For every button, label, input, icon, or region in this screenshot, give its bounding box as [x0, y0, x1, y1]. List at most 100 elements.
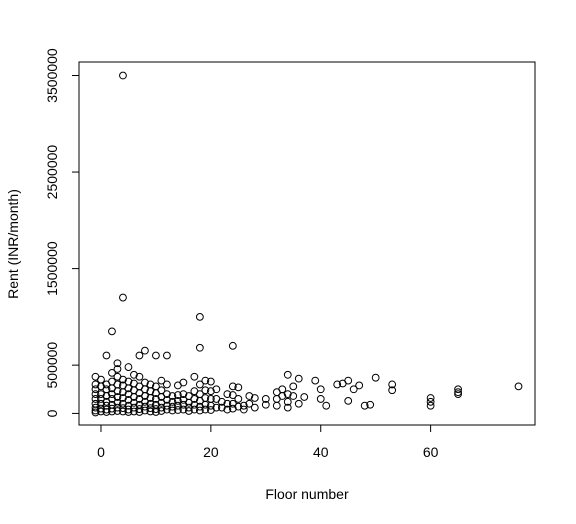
data-point: [426, 394, 435, 402]
data-point: [294, 374, 303, 383]
data-point: [119, 399, 127, 408]
x-tick-label: 0: [97, 444, 105, 460]
data-point: [146, 404, 155, 413]
data-point: [426, 401, 435, 410]
data-point: [300, 393, 309, 401]
data-point: [108, 395, 116, 403]
data-point: [168, 402, 177, 411]
data-point: [119, 394, 127, 402]
data-point: [124, 408, 133, 416]
data-point: [91, 403, 100, 412]
data-point: [152, 351, 160, 360]
data-point: [173, 396, 182, 405]
data-point: [223, 390, 232, 399]
data-point: [261, 400, 270, 409]
data-point: [113, 359, 122, 368]
data-point: [355, 381, 364, 390]
data-point: [311, 376, 320, 385]
data-point: [141, 397, 149, 406]
data-point: [119, 375, 127, 384]
data-point: [135, 351, 144, 360]
data-point: [119, 71, 127, 80]
data-point: [344, 376, 353, 385]
data-point: [426, 397, 435, 406]
data-point: [201, 386, 210, 395]
data-point: [239, 401, 248, 410]
data-point: [97, 375, 105, 384]
data-point: [190, 400, 199, 409]
data-point: [124, 405, 133, 414]
x-axis: 0 20 40 60: [97, 424, 439, 460]
data-point: [168, 397, 177, 406]
data-point: [250, 394, 259, 402]
data-point: [179, 405, 188, 414]
data-point: [228, 341, 237, 350]
data-point: [124, 384, 133, 393]
data-point: [157, 376, 166, 385]
data-point: [344, 396, 353, 405]
data-point: [184, 398, 193, 407]
data-point: [283, 403, 292, 412]
data-point: [113, 403, 122, 412]
data-point: [289, 382, 298, 391]
data-point: [212, 385, 221, 394]
data-point: [250, 403, 259, 412]
data-point: [157, 407, 166, 415]
data-point: [135, 372, 144, 381]
data-point: [152, 405, 160, 413]
data-point: [91, 390, 100, 399]
data-point: [261, 395, 270, 403]
data-point: [195, 312, 204, 321]
y-tick-label: 500000: [44, 342, 60, 389]
data-point: [239, 405, 248, 414]
x-tick-label: 20: [203, 444, 219, 460]
data-point: [163, 380, 171, 389]
data-point: [119, 293, 127, 302]
data-point: [179, 390, 188, 399]
data-point: [91, 408, 100, 417]
data-point: [195, 380, 204, 389]
data-point: [97, 390, 105, 399]
data-point: [514, 382, 523, 391]
data-point: [91, 380, 100, 389]
data-point: [108, 407, 116, 416]
data-point: [146, 399, 155, 408]
data-point: [272, 401, 281, 410]
data-point: [388, 386, 397, 395]
y-axis-label: Rent (INR/month): [5, 189, 21, 299]
data-point: [217, 397, 226, 406]
data-point: [102, 408, 111, 416]
data-point: [108, 327, 116, 336]
data-point: [212, 403, 221, 412]
data-point: [124, 363, 133, 371]
plot-frame: [78, 61, 536, 426]
data-point: [206, 377, 215, 386]
data-point: [141, 392, 149, 400]
data-point: [349, 385, 358, 394]
data-point: [119, 407, 127, 416]
data-point: [289, 392, 298, 400]
data-point: [283, 397, 292, 406]
data-point: [454, 390, 462, 399]
data-point: [179, 378, 188, 387]
data-point: [333, 380, 342, 389]
data-point: [234, 395, 243, 403]
data-point: [322, 401, 331, 410]
y-tick-label: 2500000: [44, 145, 60, 200]
data-point: [366, 400, 375, 409]
data-point: [163, 390, 171, 399]
x-tick-label: 40: [313, 444, 329, 460]
data-point: [173, 391, 182, 399]
data-point: [228, 382, 237, 391]
data-point: [91, 406, 100, 415]
data-point: [113, 393, 122, 401]
data-point: [195, 406, 204, 415]
data-point: [201, 405, 210, 414]
data-point: [102, 405, 111, 414]
data-point: [217, 403, 226, 412]
data-point: [201, 376, 210, 385]
data-point: [163, 395, 171, 404]
data-point: [388, 380, 397, 389]
x-axis-label: Floor number: [265, 486, 349, 502]
data-point: [316, 395, 325, 403]
